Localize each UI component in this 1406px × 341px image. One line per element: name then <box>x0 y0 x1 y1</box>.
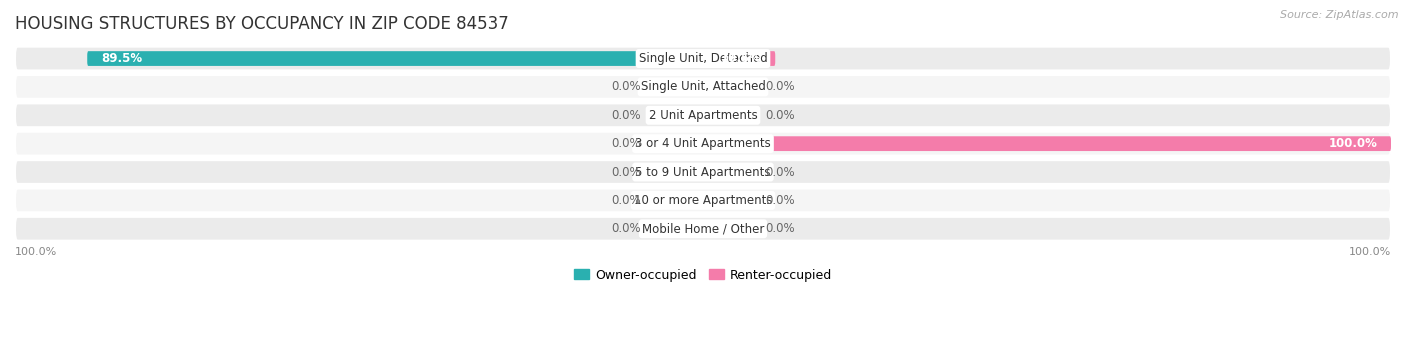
FancyBboxPatch shape <box>703 108 758 123</box>
FancyBboxPatch shape <box>648 136 703 151</box>
FancyBboxPatch shape <box>15 75 1391 99</box>
FancyBboxPatch shape <box>15 103 1391 127</box>
Text: 2 Unit Apartments: 2 Unit Apartments <box>648 109 758 122</box>
FancyBboxPatch shape <box>15 217 1391 241</box>
FancyBboxPatch shape <box>648 193 703 208</box>
FancyBboxPatch shape <box>703 79 758 94</box>
FancyBboxPatch shape <box>703 193 758 208</box>
Text: 0.0%: 0.0% <box>765 194 794 207</box>
Text: 0.0%: 0.0% <box>612 80 641 93</box>
Text: 0.0%: 0.0% <box>612 194 641 207</box>
Text: 10 or more Apartments: 10 or more Apartments <box>634 194 772 207</box>
FancyBboxPatch shape <box>15 189 1391 212</box>
FancyBboxPatch shape <box>15 160 1391 184</box>
Text: Mobile Home / Other: Mobile Home / Other <box>641 222 765 235</box>
FancyBboxPatch shape <box>15 47 1391 71</box>
Text: 100.0%: 100.0% <box>15 247 58 257</box>
FancyBboxPatch shape <box>15 132 1391 155</box>
Text: Single Unit, Detached: Single Unit, Detached <box>638 52 768 65</box>
FancyBboxPatch shape <box>87 51 703 66</box>
FancyBboxPatch shape <box>703 165 758 179</box>
Text: 0.0%: 0.0% <box>612 109 641 122</box>
Text: 3 or 4 Unit Apartments: 3 or 4 Unit Apartments <box>636 137 770 150</box>
Text: 100.0%: 100.0% <box>1329 137 1378 150</box>
FancyBboxPatch shape <box>648 79 703 94</box>
Text: HOUSING STRUCTURES BY OCCUPANCY IN ZIP CODE 84537: HOUSING STRUCTURES BY OCCUPANCY IN ZIP C… <box>15 15 509 33</box>
Text: 0.0%: 0.0% <box>612 165 641 179</box>
FancyBboxPatch shape <box>703 51 775 66</box>
FancyBboxPatch shape <box>648 108 703 123</box>
FancyBboxPatch shape <box>703 221 758 236</box>
Text: 0.0%: 0.0% <box>612 222 641 235</box>
FancyBboxPatch shape <box>648 221 703 236</box>
Text: 0.0%: 0.0% <box>765 222 794 235</box>
Text: 10.5%: 10.5% <box>721 52 762 65</box>
Text: 0.0%: 0.0% <box>765 109 794 122</box>
Text: 89.5%: 89.5% <box>101 52 142 65</box>
Text: 0.0%: 0.0% <box>765 80 794 93</box>
Text: 0.0%: 0.0% <box>612 137 641 150</box>
FancyBboxPatch shape <box>648 165 703 179</box>
Text: 5 to 9 Unit Apartments: 5 to 9 Unit Apartments <box>636 165 770 179</box>
Legend: Owner-occupied, Renter-occupied: Owner-occupied, Renter-occupied <box>568 264 838 286</box>
Text: Single Unit, Attached: Single Unit, Attached <box>641 80 765 93</box>
Text: Source: ZipAtlas.com: Source: ZipAtlas.com <box>1281 10 1399 20</box>
Text: 100.0%: 100.0% <box>1348 247 1391 257</box>
FancyBboxPatch shape <box>703 136 1391 151</box>
Text: 0.0%: 0.0% <box>765 165 794 179</box>
